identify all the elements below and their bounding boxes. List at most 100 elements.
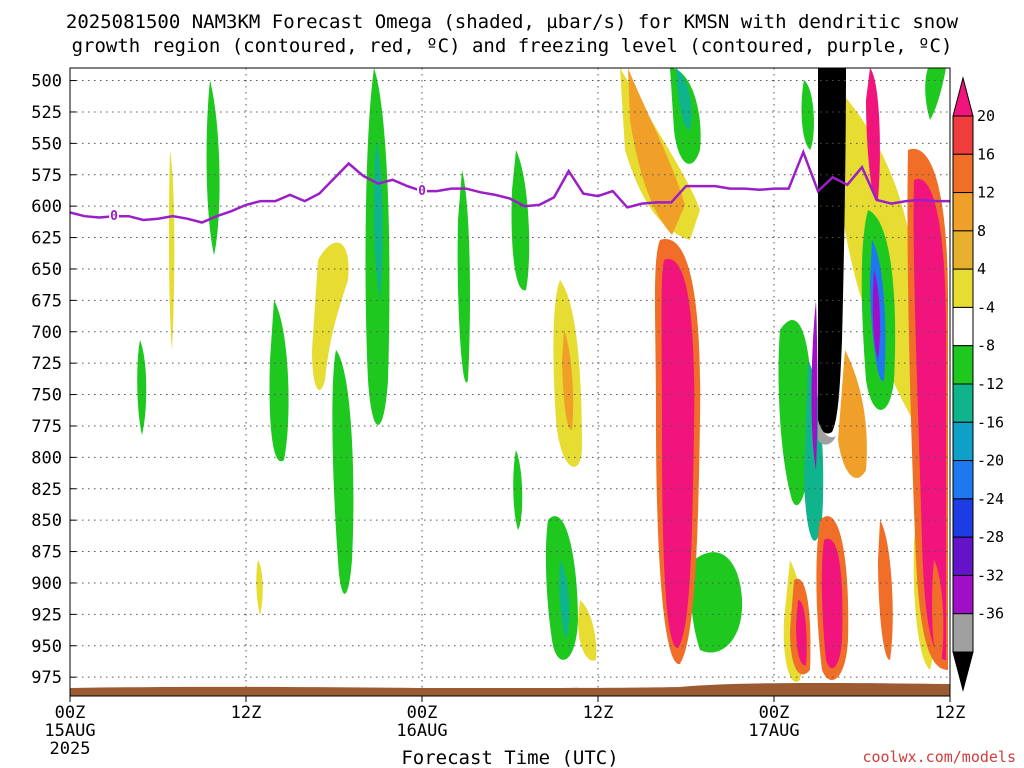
colorbar-label: -36	[977, 605, 1004, 623]
colorbar-segment	[952, 498, 974, 538]
colorbar-label: 20	[977, 107, 995, 125]
y-tick-label: 850	[31, 511, 62, 531]
colorbar-segment	[952, 192, 974, 232]
y-tick-label: 625	[31, 229, 62, 249]
omega-shade-yellow-column-7	[256, 560, 263, 615]
omega-shade-green-column-5	[332, 350, 354, 594]
colorbar-label: 12	[977, 184, 995, 202]
colorbar-top-arrow	[952, 76, 974, 117]
omega-shade-orange-plume-1	[628, 68, 685, 235]
colorbar-label: 16	[977, 145, 995, 163]
omega-shade-yellow-column-5	[578, 600, 597, 661]
x-axis-title: Forecast Time (UTC)	[401, 747, 618, 768]
y-tick-label: 525	[31, 103, 62, 123]
colorbar-segment	[952, 421, 974, 462]
chart-title-line2: growth region (contoured, red, ºC) and f…	[72, 35, 953, 57]
y-tick-label: 975	[31, 668, 62, 688]
omega-shade-orange-lower-4	[932, 560, 944, 668]
omega-shade-pink-lower-2	[796, 600, 807, 666]
colorbar: 20 16 12 8 4 -4 -8 -12 -16 -20 -24 -28 -32 -36	[952, 76, 1004, 692]
x-tick-label: 00Z	[55, 703, 86, 723]
y-tick-label: 800	[31, 448, 62, 468]
x-tick-label: 12Z	[935, 703, 966, 723]
y-tick-label: 575	[31, 166, 62, 186]
colorbar-segment	[952, 574, 974, 615]
colorbar-segment	[952, 460, 974, 500]
omega-shading	[137, 68, 948, 682]
x-tick-sublabel: 17AUG	[748, 721, 799, 741]
omega-shade-yellow-column-4	[168, 150, 175, 350]
x-tick-sublabel: 2025	[50, 739, 91, 759]
omega-shade-green-column-7	[511, 150, 530, 291]
colorbar-label: -28	[977, 528, 1004, 546]
colorbar-segment	[952, 230, 974, 270]
freezing-level-label: 0	[418, 184, 426, 199]
omega-shade-green-region-10	[690, 552, 743, 653]
omega-shade-gray-descent-edge	[818, 420, 836, 445]
omega-shade-orange-column-2	[562, 330, 574, 430]
omega-shade-teal-core-2	[676, 68, 692, 130]
colorbar-label: 8	[977, 222, 986, 240]
omega-shade-yellow-plume-3	[312, 242, 349, 390]
colorbar-segment	[952, 268, 974, 308]
freezing-label-bg	[109, 208, 119, 223]
colorbar-segment	[952, 383, 974, 423]
x-tick-sublabel: 16AUG	[396, 721, 447, 741]
omega-shade-pink-top-column-1	[866, 68, 880, 202]
y-tick-label: 675	[31, 291, 62, 311]
x-tick-sublabel: 15AUG	[44, 721, 95, 741]
y-tick-label: 700	[31, 323, 62, 343]
y-tick-label: 825	[31, 480, 62, 500]
omega-shade-pink-lower-1	[821, 538, 843, 669]
omega-shade-orange-lower-3	[878, 520, 893, 660]
omega-shade-pink-east-core	[913, 178, 946, 661]
y-tick-label: 775	[31, 417, 62, 437]
x-tick-label: 00Z	[759, 703, 790, 723]
x-tick-label: 00Z	[407, 703, 438, 723]
omega-shade-purple-core-6	[872, 270, 881, 360]
omega-shade-green-column-1	[206, 80, 220, 255]
omega-shade-green-column-4	[269, 300, 289, 462]
freezing-label-bg	[417, 183, 427, 198]
y-tick-label: 550	[31, 134, 62, 154]
colorbar-segment	[952, 345, 974, 385]
colorbar-label: -16	[977, 413, 1004, 431]
colorbar-segment	[952, 306, 974, 347]
freezing-level-labels: 00	[109, 183, 427, 224]
omega-shade-green-column-14	[513, 450, 523, 530]
omega-shade-pink-ascent-core	[661, 259, 695, 649]
ground-surface	[70, 683, 950, 696]
pressure-axis: 500 525 550 575 600 625 650 675 700 725 750 775 800 8…	[31, 72, 76, 688]
grid-lines	[70, 68, 950, 696]
x-tick-label: 12Z	[231, 703, 262, 723]
y-tick-label: 725	[31, 354, 62, 374]
y-tick-label: 875	[31, 543, 62, 563]
colorbar-label: -8	[977, 337, 995, 355]
plot-area: 00	[70, 68, 950, 696]
colorbar-bottom-arrow	[952, 651, 974, 692]
omega-shade-green-column-6	[457, 170, 470, 383]
colorbar-label: 4	[977, 260, 986, 278]
colorbar-label: -4	[977, 298, 995, 316]
freezing-level-line	[70, 148, 950, 224]
plot-frame	[69, 67, 951, 697]
y-tick-label: 600	[31, 197, 62, 217]
omega-shade-green-column-12	[801, 80, 814, 150]
colorbar-label: -12	[977, 375, 1004, 393]
colorbar-segment	[952, 536, 974, 576]
chart-title-line1: 2025081500 NAM3KM Forecast Omega (shaded…	[66, 11, 959, 33]
colorbar-segment	[952, 153, 974, 194]
y-tick-label: 500	[31, 72, 62, 92]
omega-shade-teal-core-1	[373, 140, 383, 300]
omega-shade-black-descent-column	[818, 68, 846, 434]
colorbar-label: -24	[977, 490, 1004, 508]
colorbar-label: -32	[977, 566, 1004, 584]
y-tick-label: 650	[31, 260, 62, 280]
y-tick-label: 950	[31, 637, 62, 657]
freezing-level-label: 0	[110, 209, 118, 224]
colorbar-segment	[952, 613, 974, 653]
omega-shade-green-region-11	[778, 320, 812, 506]
colorbar-label: -20	[977, 452, 1004, 470]
